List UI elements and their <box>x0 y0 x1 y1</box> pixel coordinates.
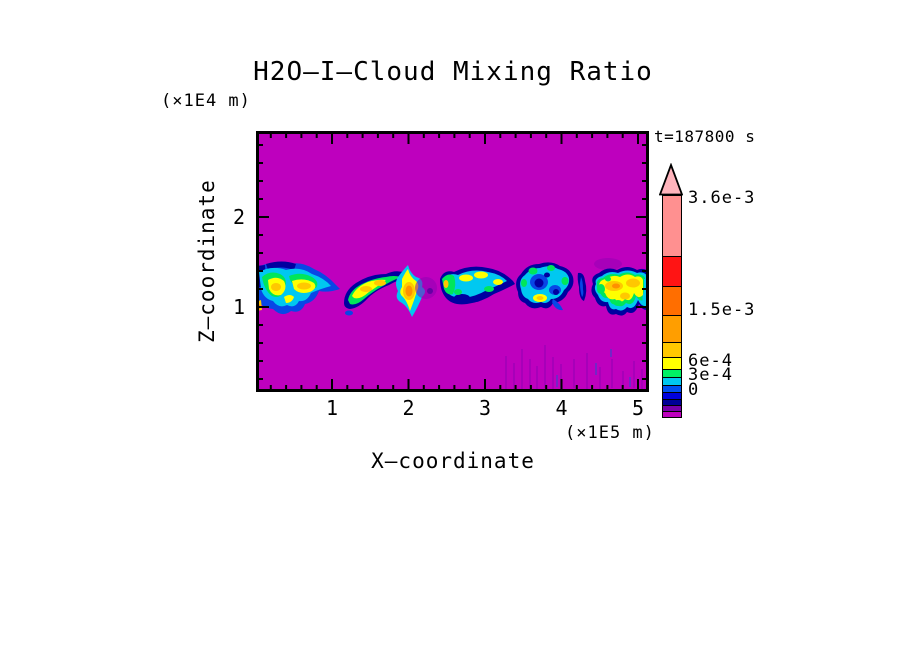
colorbar <box>662 195 682 418</box>
colorbar-tick-label: 1.5e-3 <box>688 300 756 320</box>
x-axis-title: X—coordinate <box>371 449 535 473</box>
z-tick-label: 2 <box>232 205 245 229</box>
cloud-blob-2 <box>344 265 437 317</box>
colorbar-segment <box>662 256 682 287</box>
z-axis-title: Z—coordinate <box>195 179 219 343</box>
fall-streaks-blue <box>556 349 631 387</box>
colorbar-segment <box>662 315 682 343</box>
plot-frame <box>256 131 649 392</box>
x-tick-label: 1 <box>325 396 339 420</box>
z-tick-label: 1 <box>232 295 245 319</box>
fall-streaks <box>505 345 643 389</box>
colorbar-segment <box>662 342 682 358</box>
x-axis-unit-label: (×1E5 m) <box>565 423 655 443</box>
x-tick-label: 4 <box>555 396 568 420</box>
colorbar-segment <box>662 411 682 418</box>
colorbar-tick-label: 0 <box>688 380 700 400</box>
x-tick-label: 2 <box>402 396 415 420</box>
cloud-blob-5 <box>591 258 649 316</box>
time-annotation: t=187800 s <box>654 127 756 146</box>
cloud-blob-1 <box>256 261 340 315</box>
colorbar-segment <box>662 286 682 316</box>
axis-ticks <box>258 133 647 390</box>
plot-area <box>256 131 649 392</box>
z-axis-unit-label: (×1E4 m) <box>161 91 251 111</box>
contour-field <box>256 131 649 392</box>
cloud-blob-3 <box>440 266 515 305</box>
colorbar-tick-label: 6e-4 <box>688 351 733 371</box>
colorbar-segment <box>662 195 682 257</box>
chart-title: H2O—I—Cloud Mixing Ratio <box>253 57 653 87</box>
colorbar-tick-label: 3e-4 <box>688 365 733 385</box>
colorbar-tick-label: 3.6e-3 <box>688 188 756 208</box>
cloud-blob-4 <box>516 262 587 311</box>
x-tick-label: 5 <box>631 396 645 420</box>
colorbar-arrow-icon <box>659 163 683 196</box>
x-tick-label: 3 <box>478 396 492 420</box>
